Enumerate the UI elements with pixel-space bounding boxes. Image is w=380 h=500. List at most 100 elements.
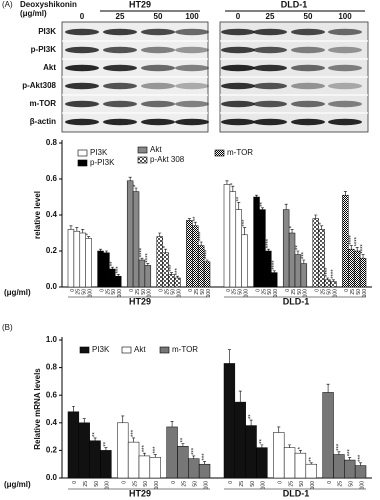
error-bar (314, 214, 318, 219)
dose-label: 0 (327, 481, 333, 484)
error-bar (227, 349, 231, 364)
error-bar (134, 187, 138, 192)
legend-swatch (137, 156, 148, 164)
error-bar (170, 421, 174, 427)
panel-label: (A) (2, 0, 13, 9)
blot-band (291, 64, 325, 72)
significance: ** (260, 201, 266, 206)
error-bar (249, 419, 253, 426)
dose-label: 100 (203, 481, 209, 490)
significance: *** (336, 443, 342, 451)
significance: **** (355, 236, 361, 246)
error-bar (93, 437, 97, 441)
blot-band (221, 82, 255, 90)
error-bar (302, 259, 306, 264)
dose-label: 0 (122, 481, 128, 484)
bar (109, 268, 116, 288)
bar (283, 447, 296, 479)
significance: * (134, 184, 140, 187)
dose-label: 50 (200, 289, 206, 295)
error-bar (192, 455, 196, 459)
legend-label: p-Akt 308 (150, 155, 185, 164)
significance: ** (249, 414, 255, 419)
blot-row-label: p-PI3K (31, 45, 57, 54)
error-bar (71, 405, 75, 412)
y-axis-label: Relative mRNA levels (33, 368, 42, 450)
legend-label: Akt (150, 145, 162, 154)
error-bar (355, 247, 359, 251)
significance: ** (110, 261, 116, 266)
significance: ** (296, 245, 302, 250)
significance: * (163, 245, 169, 248)
dose-label: 50 (154, 12, 163, 21)
blot-band (103, 82, 137, 90)
bar (197, 245, 205, 288)
dose-label: 0 (70, 289, 76, 292)
legend-label: PI3K (92, 345, 110, 354)
bar (156, 236, 163, 288)
error-bar (348, 457, 352, 461)
dose-label: 50 (193, 481, 199, 487)
error-bar (164, 248, 168, 253)
dose-label: 50 (297, 289, 303, 295)
blot-band (328, 46, 362, 54)
legend-swatch (79, 346, 90, 354)
error-bar (193, 221, 197, 226)
blot-band (175, 46, 209, 54)
error-bar (140, 257, 144, 260)
bar (192, 225, 199, 288)
bar (300, 263, 308, 288)
blot-band (65, 118, 99, 126)
bar (282, 209, 290, 288)
dose-label: 25 (164, 289, 170, 295)
legend-swatch (121, 346, 132, 354)
dose-label: 0 (171, 481, 177, 484)
bar (186, 220, 193, 288)
blot-band (291, 46, 325, 54)
error-bar (320, 225, 324, 230)
bar (305, 463, 317, 479)
unit-label: (μg/ml) (4, 480, 31, 489)
bar (168, 274, 175, 288)
unit-label: (μg/ml) (4, 288, 31, 297)
dose-label: 25 (76, 289, 82, 295)
bar (127, 441, 140, 479)
bar (138, 259, 146, 288)
error-bar (260, 444, 264, 448)
bar (354, 465, 367, 479)
blot-band (221, 118, 255, 126)
blot-band (221, 46, 255, 54)
bar (78, 422, 90, 479)
dose-label: 100 (362, 289, 368, 298)
error-bar (81, 229, 85, 233)
bar (324, 279, 331, 288)
y-tick-label: 0.4 (46, 210, 58, 219)
dose-label: 0 (315, 289, 321, 292)
dose-label: 0 (188, 289, 194, 292)
significance: *** (153, 446, 159, 454)
bar (177, 446, 189, 479)
error-bar (343, 191, 347, 196)
dose-label: 100 (273, 289, 279, 298)
blot-row-label: p-Akt308 (22, 81, 56, 90)
bar (203, 261, 211, 288)
dose-label: 0 (159, 289, 165, 292)
error-bar (110, 266, 114, 269)
significance: *** (301, 251, 307, 259)
bar (89, 440, 101, 479)
dose-label: 100 (332, 289, 338, 298)
significance: **** (145, 253, 151, 263)
error-bar (290, 229, 294, 233)
dose-label: 100 (359, 481, 365, 490)
dose-label: 100 (338, 12, 352, 21)
error-bar (296, 250, 300, 255)
blot-band (65, 46, 99, 54)
error-bar (288, 444, 292, 448)
bar (138, 455, 151, 479)
blot-band (141, 100, 175, 108)
dose-label: 0 (228, 481, 234, 484)
dose-label: 50 (143, 481, 149, 487)
bar (198, 463, 211, 479)
legend-swatch (77, 159, 88, 167)
error-bar (243, 227, 247, 235)
